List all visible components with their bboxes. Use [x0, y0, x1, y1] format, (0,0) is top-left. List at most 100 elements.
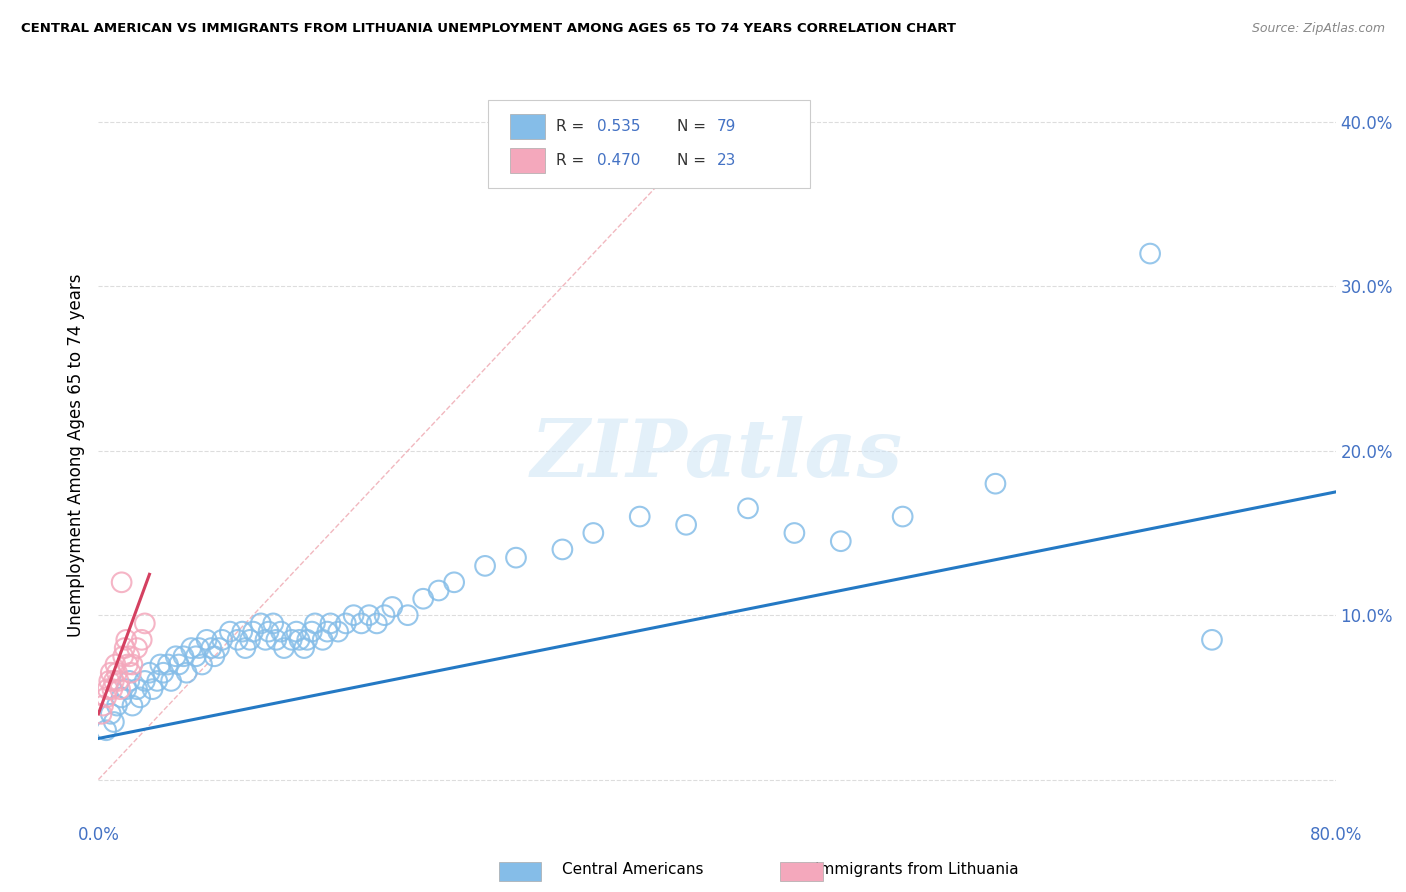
- Point: [101, 682, 124, 697]
- Point: [120, 665, 142, 680]
- Text: R =: R =: [557, 119, 589, 134]
- Point: [264, 632, 288, 647]
- Point: [783, 526, 806, 541]
- Point: [270, 624, 292, 639]
- Point: [121, 698, 143, 713]
- Point: [195, 632, 218, 647]
- Text: 23: 23: [717, 153, 737, 168]
- Point: [188, 641, 211, 656]
- Point: [231, 624, 253, 639]
- Point: [830, 534, 852, 549]
- Text: 79: 79: [717, 119, 737, 134]
- Point: [121, 657, 143, 672]
- Point: [191, 657, 214, 672]
- Point: [505, 550, 527, 565]
- Point: [100, 665, 122, 680]
- Point: [254, 632, 277, 647]
- Point: [114, 641, 136, 656]
- Point: [737, 501, 759, 516]
- Point: [103, 714, 125, 729]
- Point: [891, 509, 914, 524]
- Point: [242, 624, 264, 639]
- Point: [146, 673, 169, 688]
- Point: [118, 649, 141, 664]
- Point: [138, 665, 160, 680]
- Point: [474, 558, 496, 573]
- Point: [443, 575, 465, 590]
- Point: [628, 509, 651, 524]
- Point: [250, 616, 273, 631]
- Point: [100, 706, 122, 721]
- Point: [357, 608, 380, 623]
- Point: [127, 682, 149, 697]
- Point: [551, 542, 574, 557]
- Point: [108, 682, 131, 697]
- Point: [98, 673, 121, 688]
- Point: [412, 591, 434, 606]
- Point: [118, 673, 141, 688]
- Point: [200, 641, 222, 656]
- Point: [304, 616, 326, 631]
- Point: [984, 476, 1007, 491]
- Point: [149, 657, 172, 672]
- Point: [180, 641, 202, 656]
- Point: [1201, 632, 1223, 647]
- Point: [165, 649, 187, 664]
- Point: [427, 583, 450, 598]
- Point: [335, 616, 357, 631]
- FancyBboxPatch shape: [488, 100, 810, 188]
- Text: N =: N =: [678, 119, 711, 134]
- Point: [262, 616, 284, 631]
- Point: [312, 632, 335, 647]
- Text: Source: ZipAtlas.com: Source: ZipAtlas.com: [1251, 22, 1385, 36]
- Point: [381, 599, 404, 614]
- Point: [297, 632, 319, 647]
- Point: [152, 665, 174, 680]
- Text: R =: R =: [557, 153, 589, 168]
- Point: [167, 657, 190, 672]
- Point: [105, 698, 128, 713]
- Point: [103, 673, 125, 688]
- Point: [134, 673, 156, 688]
- Point: [90, 706, 112, 721]
- FancyBboxPatch shape: [510, 148, 546, 173]
- Point: [350, 616, 373, 631]
- Point: [91, 698, 114, 713]
- Point: [374, 608, 396, 623]
- Point: [396, 608, 419, 623]
- Point: [184, 649, 207, 664]
- Point: [157, 657, 180, 672]
- Y-axis label: Unemployment Among Ages 65 to 74 years: Unemployment Among Ages 65 to 74 years: [66, 273, 84, 637]
- Point: [172, 649, 194, 664]
- Point: [281, 632, 304, 647]
- Point: [96, 690, 118, 705]
- Point: [301, 624, 323, 639]
- Point: [326, 624, 350, 639]
- Point: [141, 682, 165, 697]
- Point: [233, 641, 257, 656]
- Point: [115, 682, 138, 697]
- Point: [111, 690, 132, 705]
- Point: [115, 632, 138, 647]
- Point: [273, 641, 295, 656]
- Point: [107, 673, 129, 688]
- Point: [675, 517, 697, 532]
- Point: [127, 641, 149, 656]
- FancyBboxPatch shape: [510, 114, 546, 139]
- Text: CENTRAL AMERICAN VS IMMIGRANTS FROM LITHUANIA UNEMPLOYMENT AMONG AGES 65 TO 74 Y: CENTRAL AMERICAN VS IMMIGRANTS FROM LITH…: [21, 22, 956, 36]
- Point: [285, 624, 308, 639]
- Point: [131, 632, 153, 647]
- Text: Central Americans: Central Americans: [562, 863, 704, 877]
- Point: [160, 673, 183, 688]
- Point: [204, 649, 226, 664]
- Point: [97, 682, 120, 697]
- Text: ZIPatlas: ZIPatlas: [531, 417, 903, 493]
- Point: [366, 616, 388, 631]
- Point: [96, 723, 118, 738]
- Point: [112, 649, 135, 664]
- Point: [129, 690, 152, 705]
- Text: Immigrants from Lithuania: Immigrants from Lithuania: [815, 863, 1019, 877]
- Text: 0.470: 0.470: [598, 153, 640, 168]
- Text: 0.535: 0.535: [598, 119, 641, 134]
- Point: [104, 657, 127, 672]
